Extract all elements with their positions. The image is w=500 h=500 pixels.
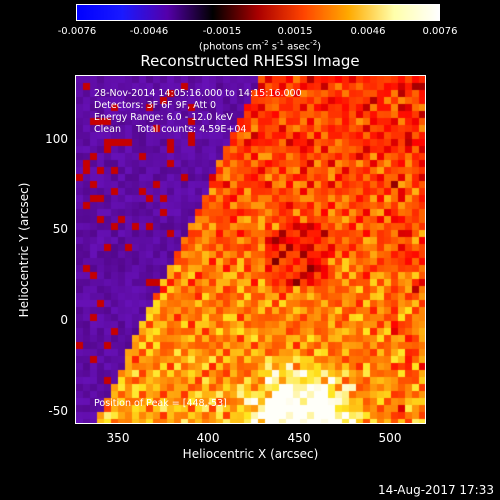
annotation-line: Clean Total counts: 4.59E+04 <box>94 124 247 135</box>
x-tick-label: 450 <box>287 431 311 445</box>
rhessi-image-panel: 28-Nov-2014 14:05:16.000 to 14:15:16.000… <box>75 75 426 424</box>
x-tick-label: 400 <box>196 431 220 445</box>
image-title: Reconstructed RHESSI Image <box>140 52 360 70</box>
x-tick-label: 350 <box>106 431 130 445</box>
annotation-line: 28-Nov-2014 14:05:16.000 to 14:15:16.000 <box>94 88 302 99</box>
x-axis-label: Heliocentric X (arcsec) <box>182 447 319 461</box>
peak-position-label: Position of Peak = [448,-53] <box>94 398 227 409</box>
x-tick-label: 500 <box>378 431 402 445</box>
colorbar-tick: 0.0046 <box>350 26 386 37</box>
colorbar-tick: -0.0046 <box>129 26 169 37</box>
y-tick-label: 100 <box>45 132 68 146</box>
colorbar <box>76 4 440 21</box>
annotation-line: Energy Range: 6.0 - 12.0 keV <box>94 112 233 123</box>
annotation-line: Detectors: 3F 6F 9F, Att 0 <box>94 100 217 111</box>
y-axis-label: Heliocentric Y (arcsec) <box>17 182 31 318</box>
y-tick-label: 0 <box>60 313 68 327</box>
rhessi-image <box>76 76 425 423</box>
timestamp-footer: 14-Aug-2017 17:33 <box>377 483 494 497</box>
colorbar-tick: 0.0015 <box>277 26 313 37</box>
colorbar-tick: -0.0015 <box>202 26 242 37</box>
colorbar-tick: -0.0076 <box>57 26 97 37</box>
colorbar-units: (photons cm-2 s-1 asec-2) <box>198 39 322 53</box>
y-tick-label: -50 <box>48 404 68 418</box>
colorbar-tick: 0.0076 <box>422 26 458 37</box>
y-tick-label: 50 <box>52 222 68 236</box>
